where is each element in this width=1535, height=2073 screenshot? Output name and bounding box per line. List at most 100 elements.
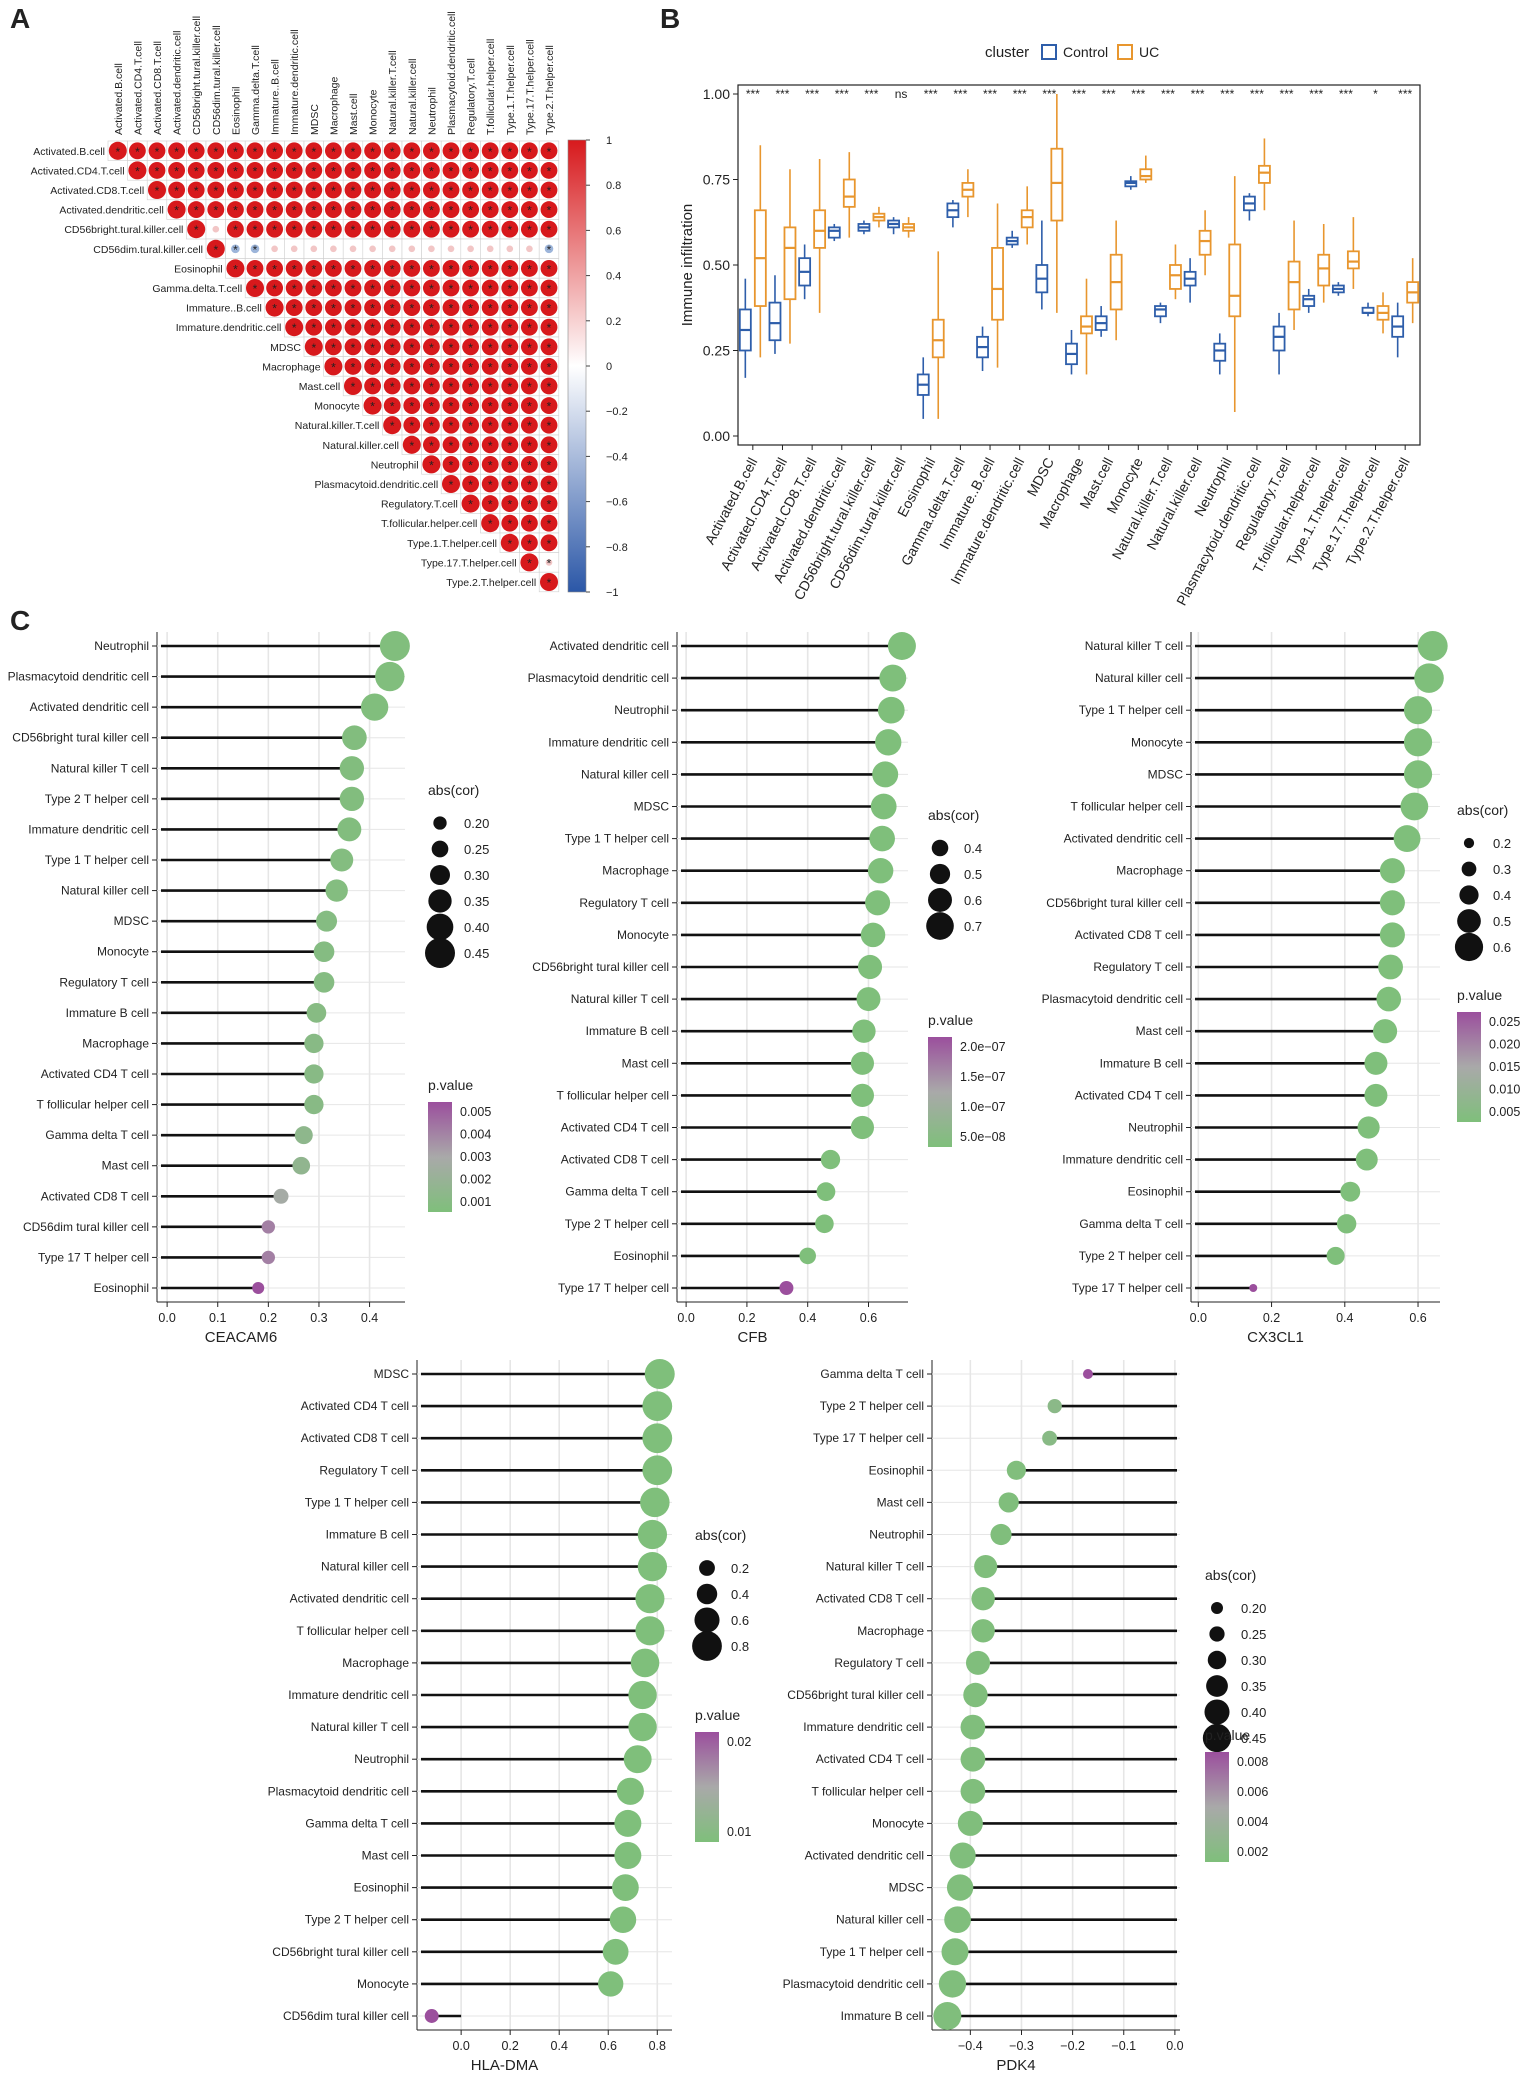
heatmap-star: * — [409, 223, 414, 237]
color-legend-title: p.value — [695, 1707, 740, 1723]
heatmap-circle — [305, 259, 323, 277]
heatmap-star: * — [135, 145, 140, 159]
heatmap-star: * — [351, 204, 356, 218]
heatmap-circle — [364, 142, 382, 160]
heatmap-circle — [540, 475, 558, 493]
heatmap-circle — [168, 181, 186, 199]
heatmap-star: * — [488, 204, 493, 218]
heatmap-star: * — [351, 341, 356, 355]
heatmap-circle — [540, 455, 558, 473]
y-tick-label: Neutrophil — [1128, 1121, 1183, 1135]
heatmap-circle — [526, 245, 533, 253]
heatmap-circle — [403, 259, 421, 277]
heatmap-row-label: Immature..B.cell — [186, 303, 262, 315]
lollipop-dot — [1340, 1181, 1361, 1202]
heatmap-col-label: Natural.killer.T.cell — [387, 50, 399, 135]
box — [931, 318, 945, 359]
size-legend-label: 0.25 — [464, 842, 489, 857]
heatmap-circle — [442, 181, 460, 199]
heatmap-circle — [481, 397, 499, 415]
lollipop-dot — [860, 922, 886, 948]
legend-title: cluster — [985, 44, 1029, 61]
box — [1317, 253, 1331, 287]
heatmap-circle — [422, 338, 440, 356]
heatmap-star: * — [253, 282, 258, 296]
heatmap-star: * — [429, 262, 434, 276]
heatmap-circle — [540, 416, 558, 434]
x-tick-label: −0.3 — [1009, 2039, 1034, 2053]
heatmap-star: * — [409, 341, 414, 355]
size-legend-label: 0.45 — [1241, 1731, 1266, 1746]
heatmap-star: * — [390, 145, 395, 159]
y-tick-label: Natural killer T cell — [571, 992, 669, 1006]
heatmap-circle — [422, 201, 440, 219]
lollipop-dot — [816, 1182, 836, 1202]
heatmap-circle — [501, 455, 519, 473]
y-tick-label: Eosinophil — [354, 1881, 409, 1895]
heatmap-star: * — [547, 302, 552, 316]
heatmap-star: * — [547, 262, 552, 276]
heatmap-circle — [520, 259, 538, 277]
heatmap-circle — [344, 181, 362, 199]
heatmap-star: * — [468, 458, 473, 472]
heatmap-circle — [501, 514, 519, 532]
heatmap-circle — [265, 298, 284, 317]
heatmap-circle — [167, 200, 186, 219]
heatmap-star: * — [429, 400, 434, 414]
y-tick-label: CD56dim tural killer cell — [23, 1220, 149, 1234]
y-tick-label: Macrophage — [342, 1656, 409, 1670]
heatmap-star: * — [527, 498, 532, 512]
lollipop-dot — [313, 971, 335, 993]
color-legend-label: 0.006 — [1237, 1785, 1268, 1799]
heatmap-star: * — [370, 184, 375, 198]
y-tick-label: Activated CD8 T cell — [41, 1189, 149, 1203]
heatmap-star: * — [507, 360, 512, 374]
color-legend-title: p.value — [928, 1012, 973, 1028]
heatmap-circle — [540, 161, 558, 179]
heatmap-star: * — [527, 282, 532, 296]
heatmap-circle — [486, 245, 494, 253]
heatmap-circle — [462, 377, 480, 395]
heatmap-circle — [246, 259, 264, 277]
heatmap-star: * — [390, 380, 395, 394]
size-legend-dot — [696, 1583, 718, 1605]
heatmap-circle — [383, 338, 401, 356]
heatmap-row-label: CD56bright.tural.killer.cell — [64, 224, 183, 236]
heatmap-circle — [285, 220, 303, 238]
heatmap-col-label: Activated.dendritic.cell — [172, 31, 184, 135]
heatmap-star: * — [409, 380, 414, 394]
heatmap-circle — [344, 338, 362, 356]
heatmap-star: * — [468, 204, 473, 218]
lollipop-dot — [949, 1842, 976, 1869]
lollipop-dot — [957, 1810, 983, 1836]
heatmap-star: * — [547, 439, 552, 453]
heatmap-star: * — [409, 184, 414, 198]
lollipop-dot — [857, 954, 883, 980]
heatmap-circle — [364, 279, 382, 297]
y-tick-label: Neutrophil — [869, 1528, 924, 1542]
heatmap-col-label: Type.17.T.helper.cell — [524, 39, 536, 135]
heatmap-circle — [462, 397, 480, 415]
lollipop-dot — [640, 1487, 670, 1518]
heatmap-star: * — [527, 302, 532, 316]
heatmap-circle — [128, 161, 147, 180]
heatmap-circle — [462, 475, 480, 493]
heatmap-star: * — [527, 517, 532, 531]
heatmap-circle — [501, 201, 519, 219]
heatmap-circle — [442, 455, 460, 473]
heatmap-circle — [290, 245, 298, 253]
heatmap-col-label: Neutrophil — [426, 87, 438, 135]
colorbar-tick-label: 0.4 — [606, 271, 621, 283]
heatmap-star: * — [488, 400, 493, 414]
heatmap-star: * — [527, 458, 532, 472]
heatmap-circle — [540, 357, 558, 375]
x-axis-label: PDK4 — [996, 2057, 1035, 2073]
heatmap-star: * — [527, 419, 532, 433]
heatmap-star: * — [351, 360, 356, 374]
heatmap-star: * — [547, 360, 552, 374]
heatmap-circle — [442, 357, 460, 375]
heatmap-star: * — [488, 498, 493, 512]
size-legend-label: 0.20 — [464, 816, 489, 831]
heatmap-star: * — [253, 204, 258, 218]
heatmap-star: * — [409, 321, 414, 335]
